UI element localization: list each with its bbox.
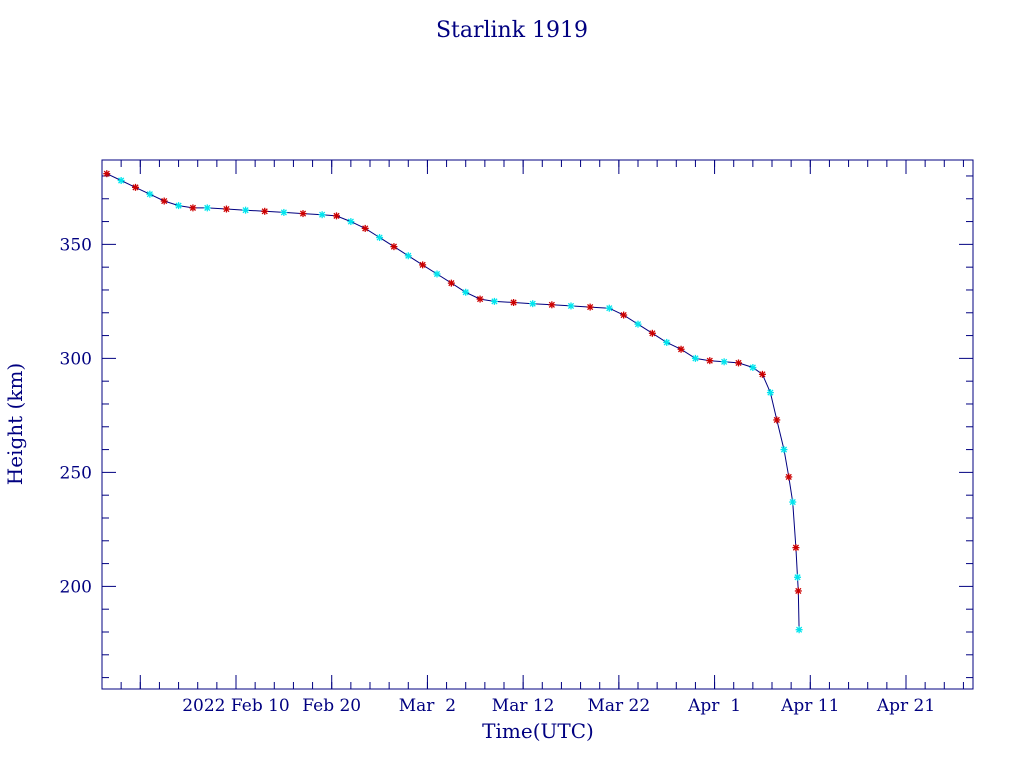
data-point [242,206,250,214]
y-tick-label: 350 [60,235,92,255]
data-point [390,243,398,251]
data-point [299,210,307,218]
data-point [175,202,183,210]
data-point [548,301,556,309]
data-point [766,389,774,397]
data-point [567,302,575,310]
data-point [361,224,369,232]
data-point [433,270,441,278]
data-points [103,170,803,634]
data-point [706,357,714,365]
data-point [789,498,797,506]
data-point [691,354,699,362]
series-line [106,173,800,630]
data-point [620,311,628,319]
x-axis: 2022 Feb 10 Feb 20 Mar 2 Mar 12 Mar 22 Apr 1 A… [101,160,964,716]
x-tick-label: Apr 11 [780,696,839,716]
data-point [261,207,269,215]
x-tick-label: Mar 22 [587,696,650,716]
data-point [476,295,484,303]
data-point [792,544,800,552]
data-point [529,300,537,308]
data-point [222,205,230,213]
data-point [203,204,211,212]
data-point [780,446,788,454]
x-tick-label: Apr 21 [876,696,935,716]
data-point [490,297,498,305]
data-point [447,279,455,287]
x-axis-label: Time(UTC) [482,719,594,743]
data-point [794,587,802,595]
y-axis-label: Height (km) [3,363,27,485]
data-point [117,177,125,185]
y-tick-label: 250 [60,463,92,483]
data-point [160,197,168,205]
data-point [189,204,197,212]
x-tick-label: 2022 Feb 10 [182,696,290,716]
data-point [677,345,685,353]
plot-frame [101,159,974,690]
x-tick-label: Mar 12 [492,696,555,716]
data-point [132,183,139,191]
data-point [347,218,355,226]
data-point [404,252,412,260]
data-point [773,416,781,424]
data-point [720,358,728,366]
data-point [634,320,642,328]
data-point [333,212,340,220]
x-tick-label: Feb 20 [302,696,361,716]
data-point [586,303,594,311]
x-tick-label: Mar 2 [399,696,456,716]
data-point [280,208,288,216]
data-point [146,190,154,198]
data-point [419,261,427,269]
data-point [648,329,656,337]
data-point [605,304,613,312]
data-point [376,234,384,242]
chart-title: Starlink 1919 [436,18,588,43]
data-point [103,170,111,178]
x-tick-label: Apr 1 [687,696,741,716]
data-point [785,473,793,481]
y-tick-label: 200 [60,577,92,597]
y-tick-label: 300 [60,349,92,369]
data-point [663,338,671,346]
data-point [749,363,757,371]
data-point [462,288,470,296]
data-point [795,626,803,634]
data-point [758,370,766,378]
data-point [510,299,518,307]
data-point [735,359,742,367]
data-point [794,573,802,581]
data-point [318,211,326,219]
y-axis: 200 250 300 350 [60,175,973,679]
